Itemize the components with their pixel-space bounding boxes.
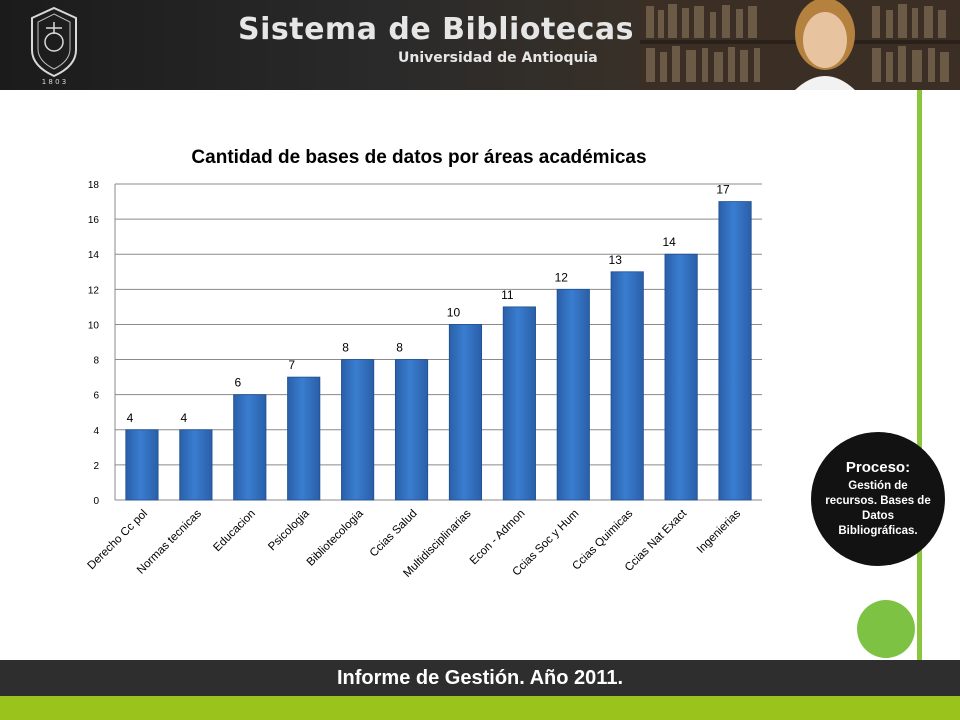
- x-tick-label: Ccias Salud: [368, 508, 420, 560]
- bar: [125, 429, 159, 501]
- y-tick-label: 2: [93, 461, 99, 472]
- x-tick-label: Psicologia: [266, 507, 312, 553]
- x-tick-label: Bibliotecologia: [305, 507, 366, 568]
- bar: [287, 376, 321, 501]
- data-label: 4: [127, 411, 134, 425]
- data-label: 17: [716, 183, 730, 197]
- x-tick-label: Ingenierias: [695, 507, 743, 555]
- y-tick-label: 14: [88, 250, 100, 261]
- x-tick-label: Educacion: [211, 508, 257, 554]
- bar: [233, 394, 267, 501]
- y-axis-ticks: 0 2 4 6 8 10 12 14 16 18: [88, 180, 100, 507]
- process-description: Gestión de recursos. Bases de Datos Bibl…: [825, 480, 931, 537]
- bar: [341, 359, 375, 501]
- logo-year: 1 8 0 3: [42, 78, 67, 86]
- header-banner: 1 8 0 3 Sistema de Bibliotecas Universid…: [0, 0, 960, 90]
- y-tick-label: 10: [88, 320, 100, 331]
- bar: [448, 324, 483, 501]
- process-title: Proceso:: [845, 459, 911, 476]
- y-tick-label: 6: [93, 391, 99, 402]
- process-badge: Proceso: Gestión de recursos. Bases de D…: [811, 432, 945, 566]
- data-label: 6: [234, 376, 241, 390]
- university-seal-icon: 1 8 0 3: [31, 6, 77, 86]
- y-tick-label: 4: [93, 426, 99, 437]
- chart-bars: [125, 201, 752, 501]
- data-label: 4: [181, 411, 188, 425]
- footer-bar: Informe de Gestión. Año 2011.: [0, 660, 960, 696]
- decorative-green-circle: [857, 600, 915, 658]
- bar: [664, 253, 698, 501]
- y-tick-label: 16: [88, 215, 100, 226]
- data-label: 8: [342, 341, 349, 355]
- data-label: 14: [662, 235, 676, 249]
- bar: [556, 288, 590, 501]
- data-label: 11: [501, 288, 514, 302]
- site-subtitle: Universidad de Antioquia: [398, 50, 598, 66]
- y-tick-label: 18: [88, 180, 100, 191]
- y-tick-label: 12: [88, 285, 100, 296]
- bar-chart: Cantidad de bases de datos por áreas aca…: [86, 147, 762, 580]
- data-labels: 4 4 6 7 8 8 10 11 12 13 14 17: [127, 183, 730, 425]
- y-tick-label: 8: [93, 356, 99, 367]
- bar: [610, 271, 644, 501]
- bar: [718, 201, 752, 501]
- data-label: 10: [447, 305, 461, 319]
- data-label: 8: [396, 341, 403, 355]
- bar: [179, 429, 213, 501]
- data-label: 7: [288, 358, 295, 372]
- data-label: 12: [555, 270, 569, 284]
- chart-title: Cantidad de bases de datos por áreas aca…: [191, 147, 646, 168]
- site-title: Sistema de Bibliotecas: [238, 12, 635, 47]
- accent-vertical-line: [917, 90, 922, 660]
- chart-gridlines: [114, 183, 762, 501]
- footer-green-strip: [0, 696, 960, 720]
- footer-text: Informe de Gestión. Año 2011.: [337, 667, 623, 689]
- data-label: 13: [609, 253, 623, 267]
- bar: [502, 306, 536, 501]
- y-tick-label: 0: [93, 496, 99, 507]
- library-shelves-photo: [640, 0, 960, 90]
- bar: [394, 359, 429, 501]
- x-tick-label: Econ - Admon: [468, 508, 528, 568]
